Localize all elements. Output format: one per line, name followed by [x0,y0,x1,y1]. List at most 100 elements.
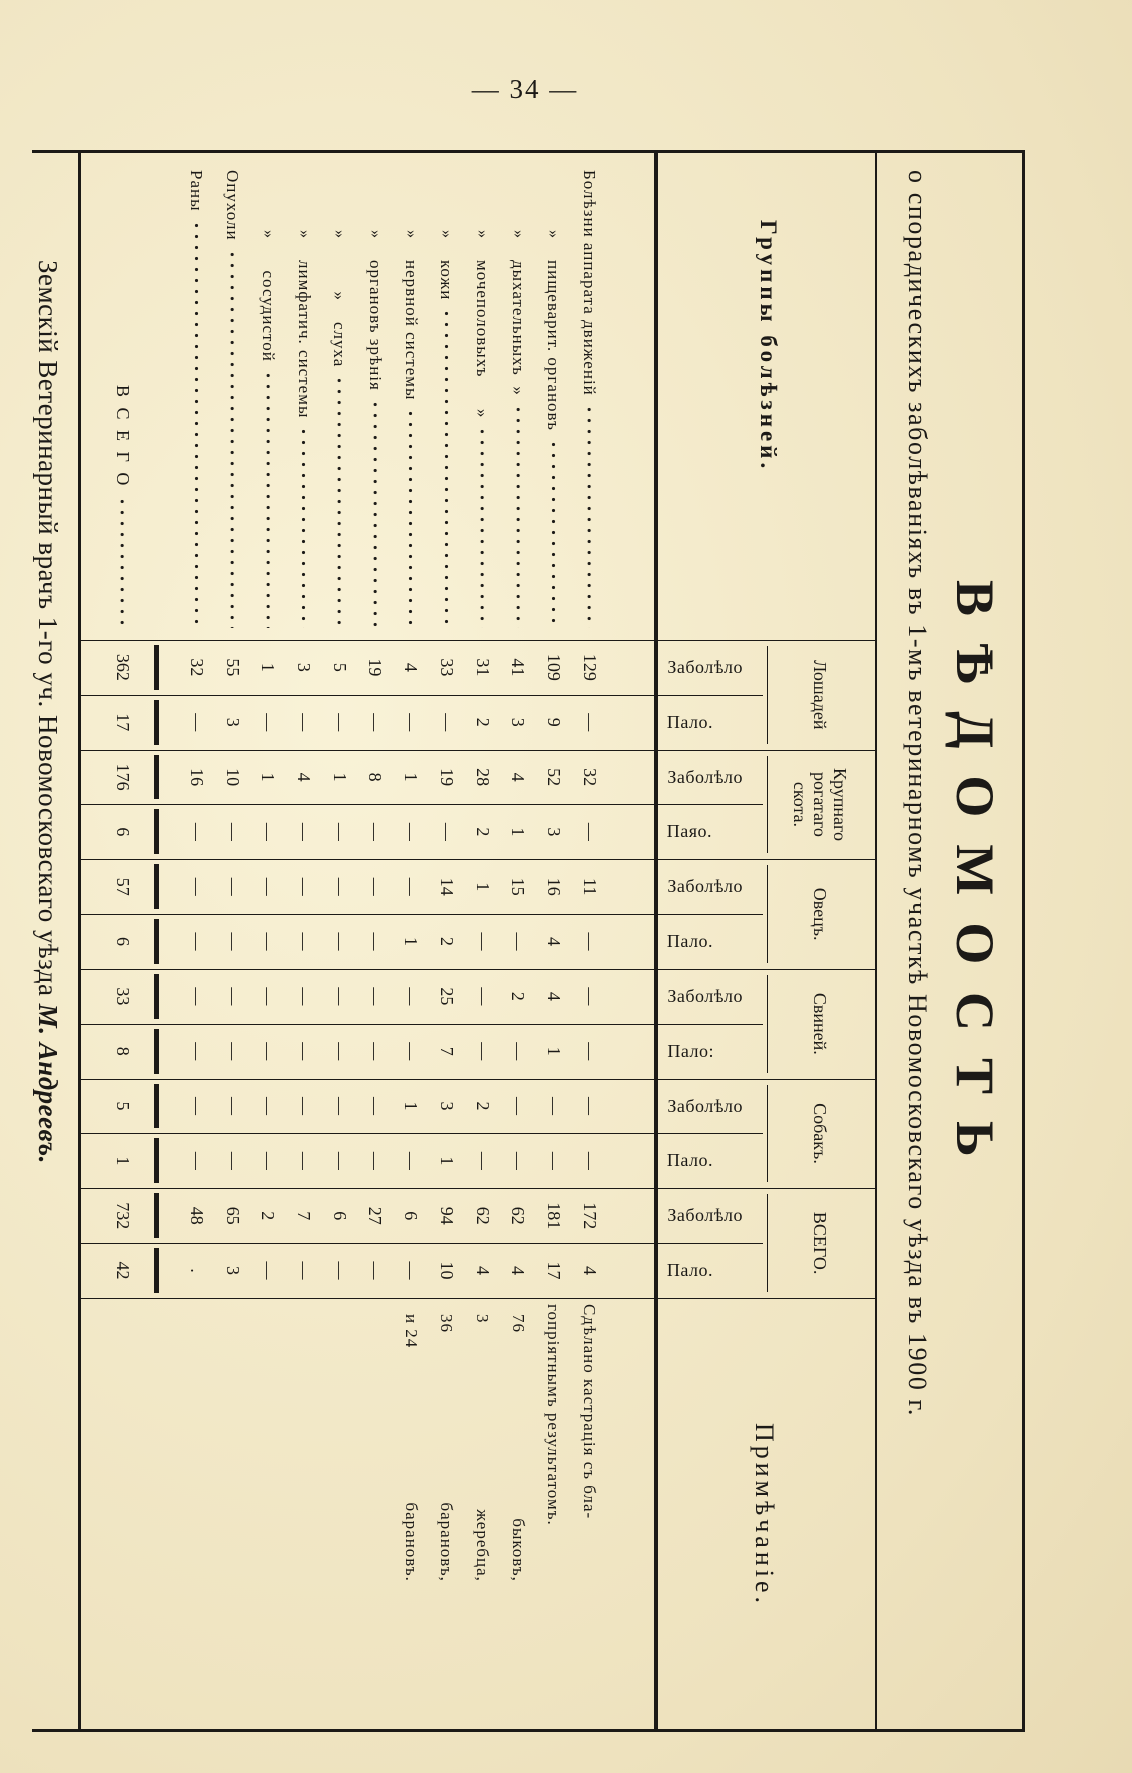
animal-header: ВСЕГО. [810,1211,830,1275]
dot-leader [214,248,250,628]
value-cell: 32 [186,658,207,677]
value-cell: — [329,1042,350,1061]
total-separator-bar [154,1138,159,1184]
value-cell: — [294,713,315,732]
total-separator-bar [154,1028,159,1074]
table-row: » органовъ зрѣнія 19 — 8 — — — — — — — 27 — [357,150,393,1732]
value-cell: 1 [436,1156,457,1166]
value-cell: 4 [508,1266,529,1276]
pair-rule [767,646,768,744]
value-cell: 57 [112,877,133,896]
value-cell: — [294,1151,315,1170]
value-cell: 19 [436,768,457,787]
value-cell: 181 [543,1202,564,1230]
value-cell: 25 [436,987,457,1006]
value-cell: 2 [258,1211,279,1221]
value-cell: — [222,987,243,1006]
value-cell: — [186,713,207,732]
value-cell: — [329,877,350,896]
value-cell: — [329,987,350,1006]
value-cell: 6 [112,827,133,837]
value-cell: 94 [436,1206,457,1225]
dot-leader [499,403,536,628]
value-cell: 1 [508,827,529,837]
value-cell: 32 [579,768,600,787]
note-item: быковъ, [508,1518,528,1582]
value-cell: 10 [222,768,243,787]
pair-rule [767,865,768,963]
value-cell: 6 [329,1211,350,1221]
dot-leader [250,369,286,628]
disease-groups-header: Группы болѣзней. [756,220,781,473]
value-cell: 4 [472,1266,493,1276]
ditto-mark: » [331,230,349,239]
disease-group-cell: В С Е Г О [104,150,140,640]
value-cell: 41 [508,658,529,677]
value-cell: — [579,713,600,732]
statement-table-sheet: ВѢДОМОСТЬ о спорадическихъ заболѣваніяхъ… [25,150,1025,1732]
value-cell: 1 [472,882,493,892]
note-cell: 3 жеребца, [472,1298,492,1732]
value-cell: — [329,932,350,951]
value-cell: 5 [112,1101,133,1111]
value-cell: 1 [543,1046,564,1056]
value-cell: 4 [508,772,529,782]
animal-header: Овецъ. [810,887,830,941]
value-cell: — [294,1042,315,1061]
ditto-mark: » [545,230,563,239]
table-row: » пищеварит. органовъ 109 9 52 3 16 4 4 1 — — 181 17 г… [535,150,572,1732]
note-item: барановъ. [401,1502,421,1582]
column-label: Пало. [657,695,766,750]
disease-group-label: мочеполовыхъ » [473,260,493,419]
ditto-mark: » [259,230,277,239]
value-cell: 732 [112,1202,133,1230]
value-cell: 33 [112,987,133,1006]
value-cell: 2 [472,827,493,837]
value-cell: — [543,1151,564,1170]
disease-group-label: Раны [187,170,207,212]
value-cell: — [258,932,279,951]
disease-group-cell: » органовъ зрѣнія [357,150,393,640]
value-cell: 33 [436,658,457,677]
value-cell: — [472,932,493,951]
table-row: » сосудистой 1 — 1 — — — — — — — 2 — [250,150,286,1732]
value-cell: — [258,1261,279,1280]
ditto-mark: » [438,230,456,239]
total-separator-bar [154,1248,159,1293]
disease-group-cell: » кожи [428,150,465,640]
disease-group-label: кожи [437,260,457,301]
frame-top-rule [1022,150,1025,1732]
title-separator [875,150,877,1732]
value-cell: 17 [112,713,133,732]
value-cell: 4 [579,1266,600,1276]
value-cell: — [508,1042,529,1061]
disease-group-cell: » пищеварит. органовъ [535,150,572,640]
column-label: Заболѣло [657,1188,766,1243]
value-cell: — [401,1042,422,1061]
total-separator-bar [154,1193,159,1239]
ditto-mark: » [366,230,384,239]
ditto-mark: » [402,230,420,239]
value-cell: 15 [508,877,529,896]
value-cell: 11 [579,878,600,896]
value-cell: — [365,1097,386,1116]
value-cell: 2 [472,1101,493,1111]
value-cell: — [294,932,315,951]
value-cell: 129 [579,653,600,681]
value-cell: 2 [472,717,493,727]
value-cell: 27 [365,1206,386,1225]
page-number: — 34 — [471,74,579,104]
value-cell: — [436,822,457,841]
value-cell: 4 [294,772,315,782]
pair-rule [767,755,768,854]
value-cell: 172 [579,1202,600,1230]
value-cell: 2 [436,937,457,947]
total-separator-bar [154,754,159,800]
ditto-mark: » [474,230,492,239]
column-label-text: Паяо. [667,821,713,842]
value-cell: — [401,713,422,732]
value-cell: — [258,1097,279,1116]
total-row: В С Е Г О 362 17 176 6 57 6 33 8 5 1 732 42 [104,150,140,1732]
pair-rule [767,974,768,1073]
value-cell: — [365,877,386,896]
